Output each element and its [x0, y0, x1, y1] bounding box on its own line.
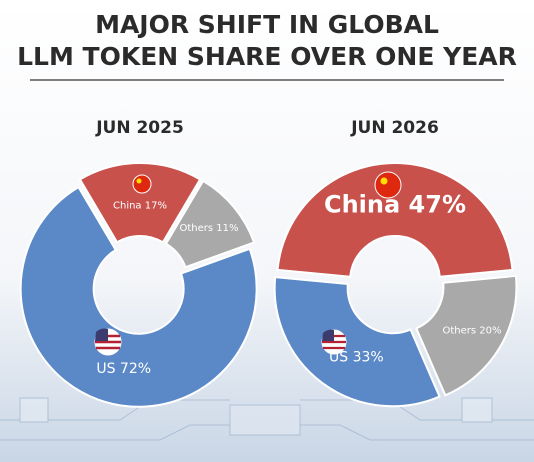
donut-segment [415, 274, 518, 397]
flag-china [374, 171, 402, 199]
donut-segment [78, 162, 202, 244]
donut-segment [273, 276, 441, 408]
data-label: Others 11% [179, 223, 238, 234]
flag-us [321, 329, 347, 355]
flag-us [94, 328, 122, 356]
title-line: LLM TOKEN SHARE OVER ONE YEAR [17, 42, 517, 71]
circuit-decoration [0, 397, 534, 441]
flag-china [132, 174, 152, 194]
data-label: China 17% [113, 201, 167, 212]
donut-segment [276, 162, 514, 278]
donut-segment [164, 179, 256, 269]
donuts: China 17%Others 11%US 72%China 47%Others… [19, 162, 518, 408]
chart-title: JUN 2025 [95, 118, 184, 138]
data-label: US 72% [96, 361, 151, 377]
title-line: MAJOR SHIFT IN GLOBAL [95, 10, 439, 39]
chart-title: JUN 2026 [350, 118, 439, 138]
donut-segment [19, 185, 258, 408]
data-label: US 33% [329, 349, 384, 365]
data-label: Others 20% [443, 326, 502, 337]
